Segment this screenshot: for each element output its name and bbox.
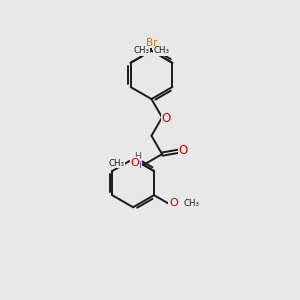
- Text: O: O: [169, 198, 178, 208]
- Text: O: O: [161, 112, 170, 124]
- Text: CH₃: CH₃: [133, 46, 149, 56]
- Text: N: N: [133, 158, 142, 171]
- Text: CH₃: CH₃: [183, 199, 200, 208]
- Text: H: H: [134, 152, 141, 161]
- Text: Br: Br: [146, 38, 157, 47]
- Text: O: O: [130, 158, 139, 168]
- Text: CH₃: CH₃: [154, 46, 170, 56]
- Text: CH₃: CH₃: [109, 159, 125, 168]
- Text: O: O: [179, 144, 188, 157]
